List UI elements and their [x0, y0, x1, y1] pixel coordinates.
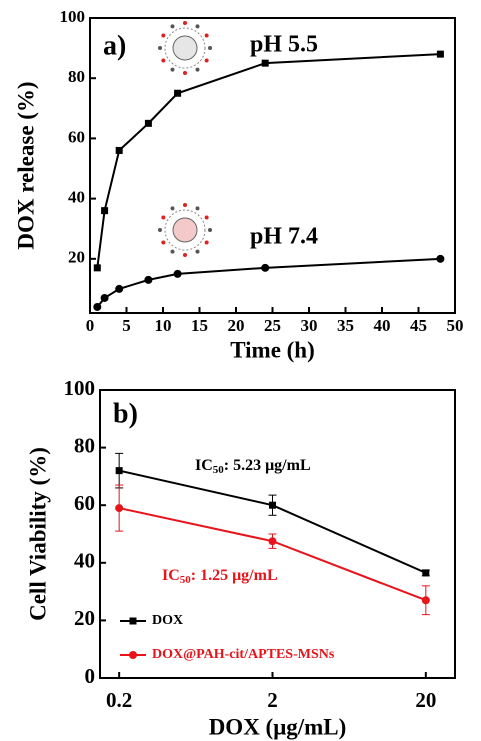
particle-dot [161, 58, 166, 63]
marker [115, 146, 123, 154]
y-tick-label: 20 [68, 248, 85, 267]
particle-icon [164, 209, 206, 251]
x-tick-label: 25 [264, 316, 281, 335]
particle-icon [172, 217, 198, 243]
particle-dot [183, 71, 187, 75]
ic50-sub: 50 [213, 464, 225, 476]
series-label: pH 7.4 [250, 224, 318, 250]
particle-dot [170, 24, 175, 29]
particle-dot [204, 33, 209, 38]
y-tick-label: 0 [85, 664, 96, 688]
particle-dot [170, 249, 175, 254]
x-tick-label: 45 [410, 316, 427, 335]
y-tick-label: 80 [68, 67, 85, 86]
x-tick-label: 15 [191, 316, 208, 335]
ic50-main: IC [195, 457, 213, 474]
marker [101, 207, 109, 215]
marker [144, 275, 153, 284]
particle-dot [161, 215, 166, 220]
particle-dot [195, 206, 200, 211]
plot-frame [99, 389, 456, 679]
marker [115, 467, 123, 475]
marker [436, 254, 445, 263]
y-tick-label: 40 [68, 188, 85, 207]
particle-dot [183, 253, 187, 257]
y-tick-label: 100 [64, 376, 96, 400]
legend-marker [129, 617, 137, 625]
particle-dot [208, 46, 212, 50]
x-tick-label: 50 [447, 316, 464, 335]
y-tick-label: 100 [60, 7, 86, 26]
particle-dot [183, 203, 187, 207]
series-line [118, 507, 427, 602]
x-tick-label: 2 [267, 688, 278, 712]
particle-dot [208, 228, 212, 232]
x-tick-label: 0 [86, 316, 95, 335]
particle-dot [170, 206, 175, 211]
particle-dot [204, 215, 209, 220]
particle-dot [195, 24, 200, 29]
particle-dot [204, 58, 209, 63]
marker [436, 50, 444, 58]
ic50-sub: 50 [180, 574, 192, 586]
ic50-rest: : 1.25 μg/mL [191, 567, 278, 584]
y-tick-label: 60 [74, 491, 95, 515]
particle-dot [161, 33, 166, 38]
x-tick-label: 20 [415, 688, 436, 712]
particle-dot [158, 228, 162, 232]
marker [115, 504, 124, 513]
marker [422, 569, 430, 577]
particle-dot [195, 67, 200, 72]
marker [115, 284, 124, 293]
x-tick-label: 0.2 [106, 688, 132, 712]
x-axis-label: Time (h) [230, 337, 315, 362]
ic50-main: IC [162, 567, 180, 584]
x-tick-label: 40 [374, 316, 391, 335]
marker [268, 501, 276, 509]
legend-marker [129, 651, 137, 659]
particle-dot [204, 240, 209, 245]
x-tick-label: 30 [301, 316, 318, 335]
particle-dot [183, 21, 187, 25]
marker [174, 89, 182, 97]
particle-dot [158, 46, 162, 50]
marker [100, 293, 109, 302]
series-line [118, 469, 427, 574]
marker [261, 59, 269, 67]
particle-icon [172, 35, 198, 61]
y-tick-label: 40 [74, 549, 95, 573]
marker [93, 302, 102, 311]
x-tick-label: 35 [337, 316, 354, 335]
x-axis-label: DOX (μg/mL) [209, 714, 347, 739]
marker [261, 263, 270, 272]
marker [421, 596, 430, 605]
panel-label: a) [103, 30, 126, 61]
marker [93, 264, 101, 272]
legend-label: DOX@PAH-cit/APTES-MSNs [152, 647, 335, 662]
marker [173, 269, 182, 278]
marker [144, 119, 152, 127]
y-tick-label: 60 [68, 127, 85, 146]
particle-dot [195, 249, 200, 254]
marker [268, 537, 277, 546]
x-tick-label: 20 [228, 316, 245, 335]
legend-label: DOX [152, 613, 183, 628]
panel-label: b) [113, 398, 138, 429]
x-tick-label: 10 [155, 316, 172, 335]
x-tick-label: 5 [122, 316, 131, 335]
y-tick-label: 80 [74, 433, 95, 457]
ic50-label: IC50: 1.25 μg/mL [162, 567, 278, 586]
particle-dot [161, 240, 166, 245]
series-label: pH 5.5 [250, 32, 318, 58]
y-axis-label: Cell Viability (%) [25, 447, 50, 621]
particle-icon [164, 27, 206, 69]
y-axis-label: DOX release (%) [13, 81, 38, 249]
y-tick-label: 20 [74, 606, 95, 630]
ic50-label: IC50: 5.23 μg/mL [195, 457, 311, 476]
particle-dot [170, 67, 175, 72]
ic50-rest: : 5.23 μg/mL [224, 457, 311, 474]
